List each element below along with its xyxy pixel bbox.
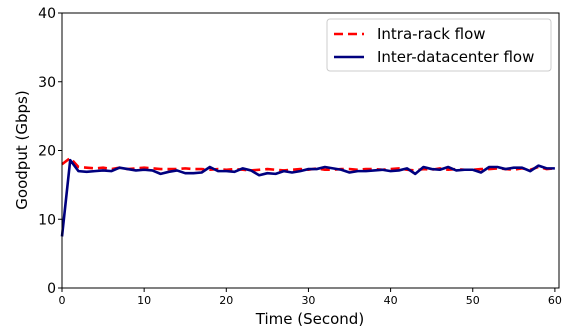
y-tick-label: 0: [47, 281, 56, 297]
legend: Intra-rack flow Inter-datacenter flow: [326, 18, 552, 72]
x-tick-label: 10: [137, 294, 151, 307]
series-line-2: [60, 158, 555, 237]
x-tick-label: 40: [384, 294, 398, 307]
x-tick-label: 0: [59, 294, 66, 307]
y-tick-label: 10: [38, 212, 56, 228]
y-tick-label: 20: [38, 144, 56, 160]
series-layer: [60, 156, 555, 237]
x-axis-label: Time (Second): [255, 310, 364, 328]
legend-label-2: Inter-datacenter flow: [377, 48, 534, 66]
x-tick-label: 20: [219, 294, 233, 307]
legend-label-1: Intra-rack flow: [377, 25, 486, 43]
x-tick-label: 60: [548, 294, 562, 307]
y-tick-label: 30: [38, 75, 56, 91]
y-axis-label: Goodput (Gbps): [13, 90, 31, 209]
x-tick-label: 50: [466, 294, 480, 307]
legend-box: [326, 18, 552, 72]
y-tick-label: 40: [38, 6, 56, 22]
x-tick-label: 30: [301, 294, 315, 307]
axes-layer: 0 10 20 30 40 50 60 0 10 20 30 40: [38, 6, 562, 307]
